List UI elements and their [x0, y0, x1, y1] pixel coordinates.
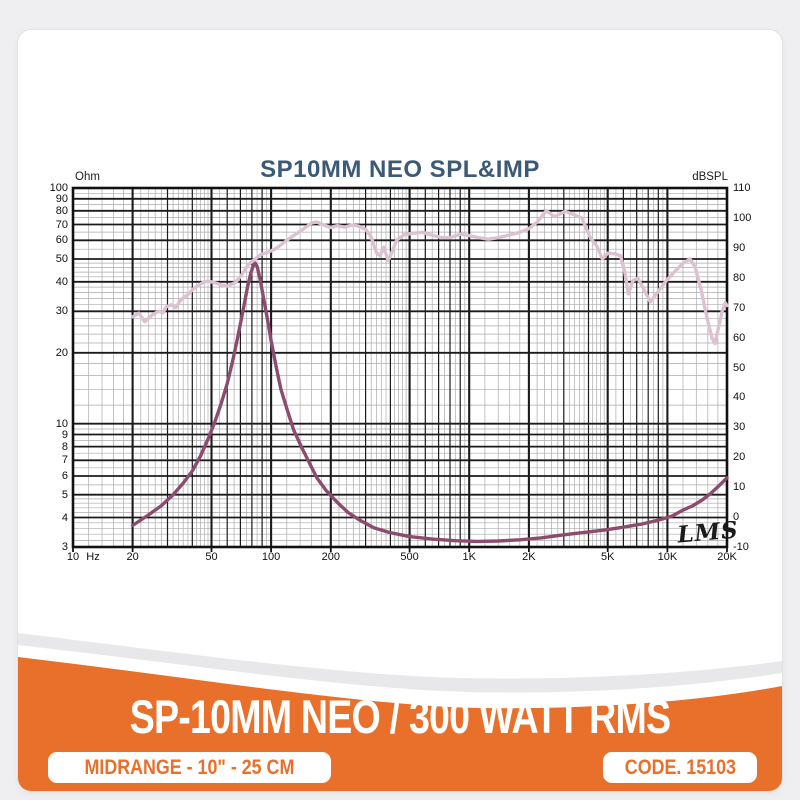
spec-badge: MIDRANGE - 10" - 25 CM: [48, 752, 331, 783]
axis-tick-label: 10: [55, 417, 68, 430]
axis-tick-label: 70: [55, 218, 68, 231]
product-card: SP10MM NEO SPL&IMP Ohm dBSPL 100 90 80 70 60…: [18, 30, 782, 791]
impedance-curve: [130, 261, 729, 544]
axis-tick-label: 10: [66, 551, 80, 563]
code-badge: CODE. 15103: [603, 752, 757, 783]
right-axis-unit-label: dBSPL: [692, 171, 728, 183]
axis-tick-label: 30: [733, 421, 746, 434]
axis-tick-label: 5K: [600, 551, 615, 563]
spl-impedance-plot: 100 90 80 70 60 50 40 30 20 10 9 8 7 6 5 4 3 110 100 90 80 70…: [50, 182, 752, 563]
axis-tick-label: 70: [733, 301, 746, 314]
axis-tick-label: 100: [49, 182, 68, 194]
axis-tick-label: 40: [55, 275, 68, 288]
axis-tick-label: 100: [261, 551, 281, 563]
axis-tick-label: 40: [733, 391, 746, 404]
axis-tick-label: 20: [126, 551, 139, 563]
axis-tick-label: 30: [55, 305, 68, 318]
axis-tick-label: 20: [55, 346, 68, 359]
code-badge-label: CODE. 15103: [624, 755, 736, 779]
footer-banner: SP-10MM NEO / 300 WATT RMS MIDRANGE - 10…: [18, 621, 782, 791]
axis-tick-label: 9: [61, 428, 68, 441]
axis-tick-label: 10K: [657, 551, 678, 563]
axis-tick-label: 7: [61, 454, 68, 467]
axis-tick-label: 10: [733, 481, 746, 494]
axis-tick-label: 6: [61, 470, 68, 482]
axis-tick-label: 50: [55, 253, 68, 265]
left-axis-unit-label: Ohm: [75, 171, 100, 183]
axis-tick-label: 50: [205, 551, 218, 563]
axis-tick-label: 200: [321, 551, 340, 563]
axis-tick-label: 60: [55, 234, 68, 247]
axis-tick-label: 60: [733, 331, 746, 344]
axis-tick-label: -10: [733, 541, 749, 553]
axis-tick-label: 100: [733, 211, 752, 224]
spl-curve: [130, 209, 729, 346]
axis-tick-label: 5: [61, 488, 68, 501]
axis-tick-label: 50: [733, 361, 746, 374]
axis-tick-label: 4: [61, 511, 68, 524]
axis-tick-label: 20K: [717, 551, 737, 563]
axis-tick-label: 0: [733, 511, 740, 524]
spec-badge-label: MIDRANGE - 10" - 25 CM: [84, 755, 295, 779]
axis-tick-label: 110: [733, 182, 751, 194]
axis-tick-label: 8: [61, 440, 68, 453]
axis-tick-label: 80: [733, 271, 746, 284]
axis-tick-label: 20: [733, 451, 746, 464]
axis-tick-label: 500: [400, 551, 419, 563]
axis-tick-label: Hz: [86, 551, 100, 563]
axis-tick-label: 80: [55, 204, 68, 217]
product-title: SP-10MM NEO / 300 WATT RMS: [129, 690, 671, 743]
chart-title: SP10MM NEO SPL&IMP: [260, 156, 540, 183]
axis-tick-label: 1K: [462, 551, 476, 563]
axis-tick-label: 3: [61, 541, 68, 553]
axis-tick-label: 90: [55, 192, 68, 205]
axis-tick-label: 2K: [522, 551, 536, 563]
axis-tick-label: 90: [733, 241, 746, 254]
